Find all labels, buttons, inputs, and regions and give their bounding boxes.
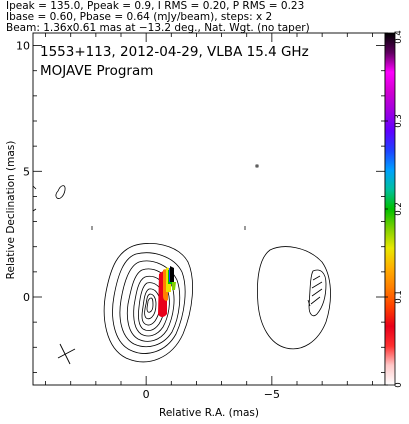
jet-contour-inner <box>308 269 327 317</box>
x-axis-label: Relative R.A. (mas) <box>159 407 259 419</box>
colorbar-tick-label: 0.4 <box>394 30 404 44</box>
jet-contours <box>257 246 331 350</box>
colorbar-tick-label: 0.2 <box>394 202 404 216</box>
x-tick-label: −5 <box>264 388 280 401</box>
header-line-3: Beam: 1.36x0.61 mas at −13.2 deg., Nat. … <box>6 22 310 34</box>
pol-black <box>170 266 174 282</box>
axis-ticks <box>33 33 385 385</box>
colorbar-tick-label: 0.3 <box>394 114 404 128</box>
colorbar-tick-label: 0 <box>394 382 404 387</box>
small-tick-3 <box>32 185 37 212</box>
core-contours <box>103 243 193 363</box>
colorbar-tick-label: 0.1 <box>394 290 404 304</box>
core-contour-8 <box>144 293 157 320</box>
header-line-2: Ibase = 0.60, Pbase = 0.64 (mJy/beam), s… <box>6 11 272 23</box>
jet-contour-outer <box>257 246 331 350</box>
small-contour-1 <box>55 185 66 199</box>
y-axis-label: Relative Declination (mas) <box>5 141 17 280</box>
chart-title: 1553+113, 2012-04-29, VLBA 15.4 GHz <box>40 44 309 60</box>
core-contour-2 <box>112 252 186 354</box>
y-tick-label: 0 <box>23 291 30 304</box>
axis-tick-labels: 0 −5 0 5 10 <box>16 40 280 401</box>
small-features <box>32 164 259 230</box>
y-tick-label: 10 <box>16 40 30 53</box>
chart-subtitle: MOJAVE Program <box>40 63 153 79</box>
jet-evpa-ticks <box>307 275 323 307</box>
pol-light-green <box>172 282 176 290</box>
plot-frame <box>32 32 386 386</box>
beam-minor-axis <box>57 348 76 359</box>
small-contour-2 <box>255 164 259 168</box>
core-contour-3 <box>119 260 181 348</box>
core-contour-9 <box>146 297 154 313</box>
x-tick-label: 0 <box>143 388 150 401</box>
colorbar-ticks: 0 0.1 0.2 0.3 0.4 <box>385 30 404 388</box>
header-line-1: Ipeak = 135.0, Ppeak = 0.9, I RMS = 0.20… <box>6 0 304 12</box>
y-tick-label: 5 <box>23 165 30 178</box>
core-contour-1 <box>103 243 193 363</box>
beam-marker <box>57 343 76 365</box>
colorbar: 0 0.1 0.2 0.3 0.4 <box>384 30 404 388</box>
polarization-patch <box>158 266 176 317</box>
